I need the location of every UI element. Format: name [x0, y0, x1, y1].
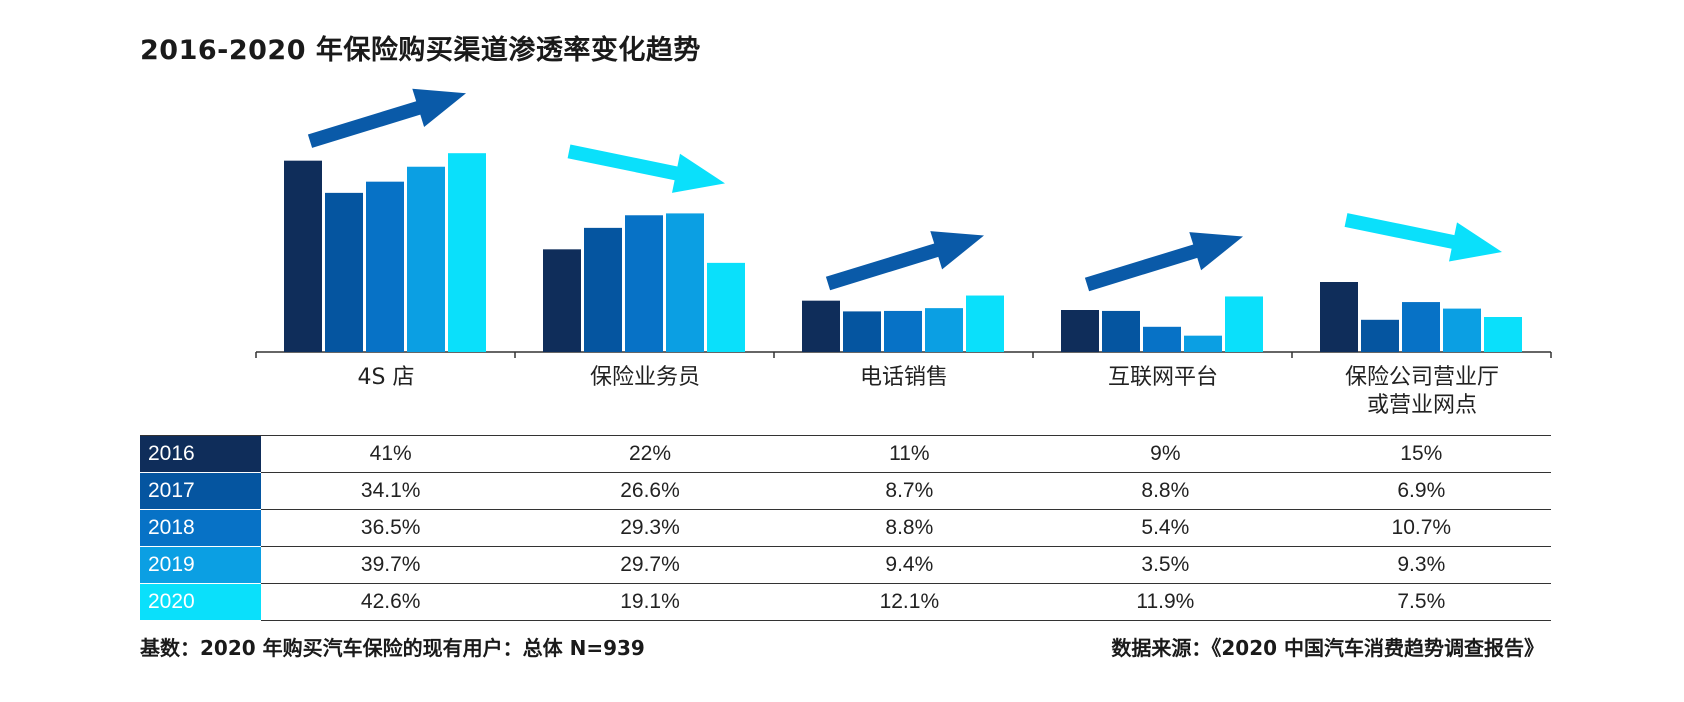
bar-3-2018 [1143, 326, 1181, 352]
bar-0-2017 [325, 192, 363, 352]
bar-1-2020 [707, 262, 745, 352]
bar-3-2017 [1102, 310, 1140, 352]
value-cell: 8.8% [1039, 472, 1292, 510]
trend-arrow-down-1 [567, 144, 725, 193]
value-cell: 11.9% [1039, 583, 1292, 621]
value-cell: 26.6% [520, 472, 780, 510]
bar-4-2017 [1361, 319, 1399, 352]
bar-0-2020 [448, 153, 486, 352]
bar-3-2020 [1225, 296, 1263, 352]
value-cell: 41% [261, 435, 521, 473]
bar-0-2018 [366, 181, 404, 352]
value-cell: 10.7% [1291, 509, 1551, 547]
bar-2-2016 [802, 300, 840, 352]
category-label-4: 保险公司营业厅 或营业网点 [1344, 365, 1499, 418]
value-cell: 29.3% [520, 509, 780, 547]
trend-arrow-up-3 [1084, 232, 1243, 292]
trend-arrow-down-4 [1344, 213, 1502, 262]
bar-3-2019 [1184, 335, 1222, 352]
value-cell: 3.5% [1039, 546, 1292, 584]
category-label-2: 电话销售 [859, 365, 948, 390]
bar-chart [255, 88, 1552, 358]
bar-2-2019 [925, 308, 963, 352]
value-cell: 8.7% [779, 472, 1040, 510]
year-cell: 2020 [140, 583, 261, 621]
year-cell: 2018 [140, 509, 261, 547]
bar-0-2016 [284, 160, 322, 352]
value-cell: 8.8% [779, 509, 1040, 547]
bar-4-2018 [1402, 302, 1440, 352]
value-cell: 36.5% [261, 509, 521, 547]
bar-1-2019 [666, 213, 704, 352]
bar-3-2016 [1061, 310, 1099, 352]
table-row: 2020 42.6% 19.1% 12.1% 11.9% 7.5% [140, 583, 1551, 621]
value-cell: 15% [1291, 435, 1551, 473]
value-cell: 34.1% [261, 472, 521, 510]
data-source: 数据来源：《2020 中国汽车消费趋势调查报告》 [1111, 636, 1544, 660]
bar-2-2017 [843, 311, 881, 352]
bar-1-2017 [584, 227, 622, 352]
value-cell: 29.7% [520, 546, 780, 584]
bar-2-2018 [884, 310, 922, 352]
value-cell: 5.4% [1039, 509, 1292, 547]
table-row: 2018 36.5% 29.3% 8.8% 5.4% 10.7% [140, 509, 1551, 547]
value-cell: 9.4% [779, 546, 1040, 584]
value-cell: 39.7% [261, 546, 521, 584]
value-cell: 42.6% [261, 583, 521, 621]
trend-arrow-up-2 [825, 231, 984, 291]
value-cell: 22% [520, 435, 780, 473]
bar-1-2018 [625, 215, 663, 352]
value-cell: 6.9% [1291, 472, 1551, 510]
bar-4-2019 [1443, 308, 1481, 352]
value-cell: 7.5% [1291, 583, 1551, 621]
bar-0-2019 [407, 166, 445, 352]
category-label-3: 互联网平台 [1107, 365, 1218, 390]
bar-4-2020 [1484, 317, 1522, 352]
value-cell: 9% [1039, 435, 1292, 473]
year-cell: 2019 [140, 546, 261, 584]
base-note: 基数：2020 年购买汽车保险的现有用户：总体 N=939 [140, 636, 645, 660]
data-table: 2016 41% 22% 11% 9% 15% 2017 34.1% 26.6% 8.7% 8.8%… [140, 435, 1551, 621]
table-row: 2017 34.1% 26.6% 8.7% 8.8% 6.9% [140, 472, 1551, 510]
value-cell: 11% [779, 435, 1040, 473]
bar-2-2020 [966, 295, 1004, 352]
bar-4-2016 [1320, 282, 1358, 352]
bar-1-2016 [543, 249, 581, 352]
value-cell: 19.1% [520, 583, 780, 621]
table-row: 2019 39.7% 29.7% 9.4% 3.5% 9.3% [140, 546, 1551, 584]
chart-title: 2016-2020 年保险购买渠道渗透率变化趋势 [140, 35, 701, 66]
category-label-0: 4S 店 [357, 365, 415, 390]
value-cell: 12.1% [779, 583, 1040, 621]
category-label-1: 保险业务员 [589, 365, 700, 390]
table-row: 2016 41% 22% 11% 9% 15% [140, 435, 1551, 473]
year-cell: 2017 [140, 472, 261, 510]
year-cell: 2016 [140, 435, 261, 473]
trend-arrow-up-0 [307, 88, 466, 148]
value-cell: 9.3% [1291, 546, 1551, 584]
